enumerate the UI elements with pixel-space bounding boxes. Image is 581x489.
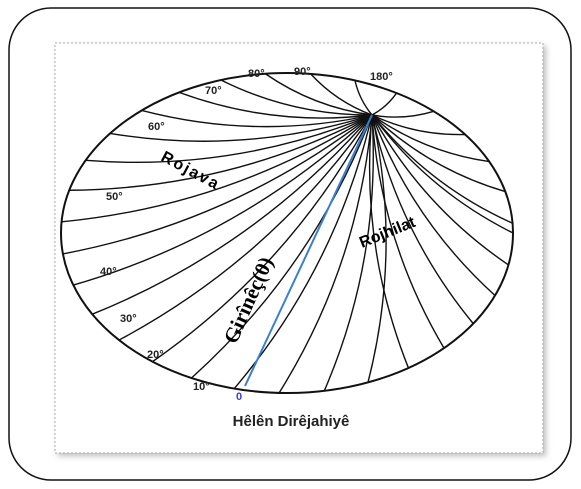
meridian-line: [178, 91, 373, 119]
meridian-line: [371, 114, 513, 224]
meridian-line: [371, 92, 398, 116]
meridian-line: [118, 114, 373, 341]
meridian-line: [368, 114, 410, 369]
degree-label: 30°: [120, 313, 137, 325]
meridian-line: [371, 114, 466, 136]
meridian-line: [371, 114, 509, 266]
meridian-line: [371, 114, 490, 163]
meridian-line: [310, 73, 373, 116]
meridian-line: [278, 114, 373, 394]
degree-label: 60°: [148, 121, 165, 133]
degree-label: 80°: [248, 68, 265, 80]
degree-label: 40°: [100, 266, 117, 278]
meridian-line: [371, 110, 434, 118]
degree-label: 0: [236, 391, 242, 403]
meridian-line: [92, 114, 373, 315]
meridian-line: [110, 114, 373, 142]
degree-label: 50°: [106, 191, 123, 203]
meridian-line: [323, 114, 374, 392]
degree-label: 20°: [147, 349, 164, 361]
degree-label: 180°: [370, 71, 393, 83]
meridian-line: [354, 80, 373, 116]
meridian-line: [69, 114, 373, 191]
meridian-line: [371, 114, 514, 234]
meridian-line: [371, 114, 474, 325]
degree-label: 10°: [193, 381, 210, 393]
meridian-line: [191, 114, 373, 379]
degree-label: 70°: [205, 85, 222, 97]
meridian-line: [367, 114, 387, 383]
meridian-line: [73, 114, 373, 286]
meridian-line: [141, 109, 373, 128]
meridian-line: [61, 114, 373, 223]
meridian-line: [264, 73, 373, 116]
meridian-line: [220, 79, 373, 116]
globe: [60, 72, 514, 394]
meridian-line: [62, 114, 373, 255]
degree-label: 90°: [294, 66, 311, 78]
meridian-line: [152, 114, 373, 363]
prime-meridian: [244, 114, 373, 387]
meridian-line: [371, 114, 506, 193]
meridian-line: [371, 114, 445, 349]
inner-frame: [54, 42, 544, 454]
meridian-line: [371, 114, 496, 297]
caption: Hêlên Dirêjahiyê: [233, 413, 350, 430]
meridian-line: [85, 114, 373, 164]
